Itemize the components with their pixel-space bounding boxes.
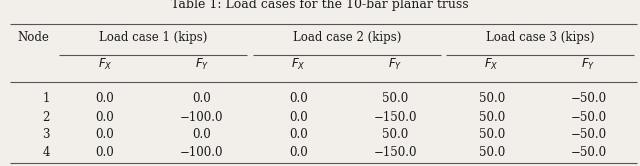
Text: $F_X$: $F_X$ xyxy=(484,57,499,72)
Text: $F_Y$: $F_Y$ xyxy=(581,57,596,72)
Text: 0.0: 0.0 xyxy=(289,128,308,141)
Text: 0.0: 0.0 xyxy=(95,111,115,124)
Text: $F_Y$: $F_Y$ xyxy=(388,57,402,72)
Text: 50.0: 50.0 xyxy=(382,92,408,105)
Text: 0.0: 0.0 xyxy=(289,111,308,124)
Text: 50.0: 50.0 xyxy=(479,92,505,105)
Text: 50.0: 50.0 xyxy=(479,111,505,124)
Text: Table 1: Load cases for the 10-bar planar truss: Table 1: Load cases for the 10-bar plana… xyxy=(171,0,469,11)
Text: 0.0: 0.0 xyxy=(289,146,308,159)
Text: Node: Node xyxy=(17,31,49,44)
Text: $F_Y$: $F_Y$ xyxy=(195,57,209,72)
Text: 0.0: 0.0 xyxy=(289,92,308,105)
Text: Load case 1 (kips): Load case 1 (kips) xyxy=(99,31,207,44)
Text: 2: 2 xyxy=(42,111,50,124)
Text: 4: 4 xyxy=(42,146,50,159)
Text: 0.0: 0.0 xyxy=(192,92,211,105)
Text: −50.0: −50.0 xyxy=(570,92,607,105)
Text: 50.0: 50.0 xyxy=(479,146,505,159)
Text: 1: 1 xyxy=(42,92,50,105)
Text: −50.0: −50.0 xyxy=(570,146,607,159)
Text: 50.0: 50.0 xyxy=(382,128,408,141)
Text: −50.0: −50.0 xyxy=(570,111,607,124)
Text: −150.0: −150.0 xyxy=(373,111,417,124)
Text: −150.0: −150.0 xyxy=(373,146,417,159)
Text: −100.0: −100.0 xyxy=(180,111,223,124)
Text: −50.0: −50.0 xyxy=(570,128,607,141)
Text: Load case 3 (kips): Load case 3 (kips) xyxy=(486,31,595,44)
Text: Load case 2 (kips): Load case 2 (kips) xyxy=(292,31,401,44)
Text: 0.0: 0.0 xyxy=(192,128,211,141)
Text: 0.0: 0.0 xyxy=(95,128,115,141)
Text: 3: 3 xyxy=(42,128,50,141)
Text: $F_X$: $F_X$ xyxy=(291,57,306,72)
Text: 0.0: 0.0 xyxy=(95,92,115,105)
Text: 0.0: 0.0 xyxy=(95,146,115,159)
Text: 50.0: 50.0 xyxy=(479,128,505,141)
Text: −100.0: −100.0 xyxy=(180,146,223,159)
Text: $F_X$: $F_X$ xyxy=(98,57,112,72)
